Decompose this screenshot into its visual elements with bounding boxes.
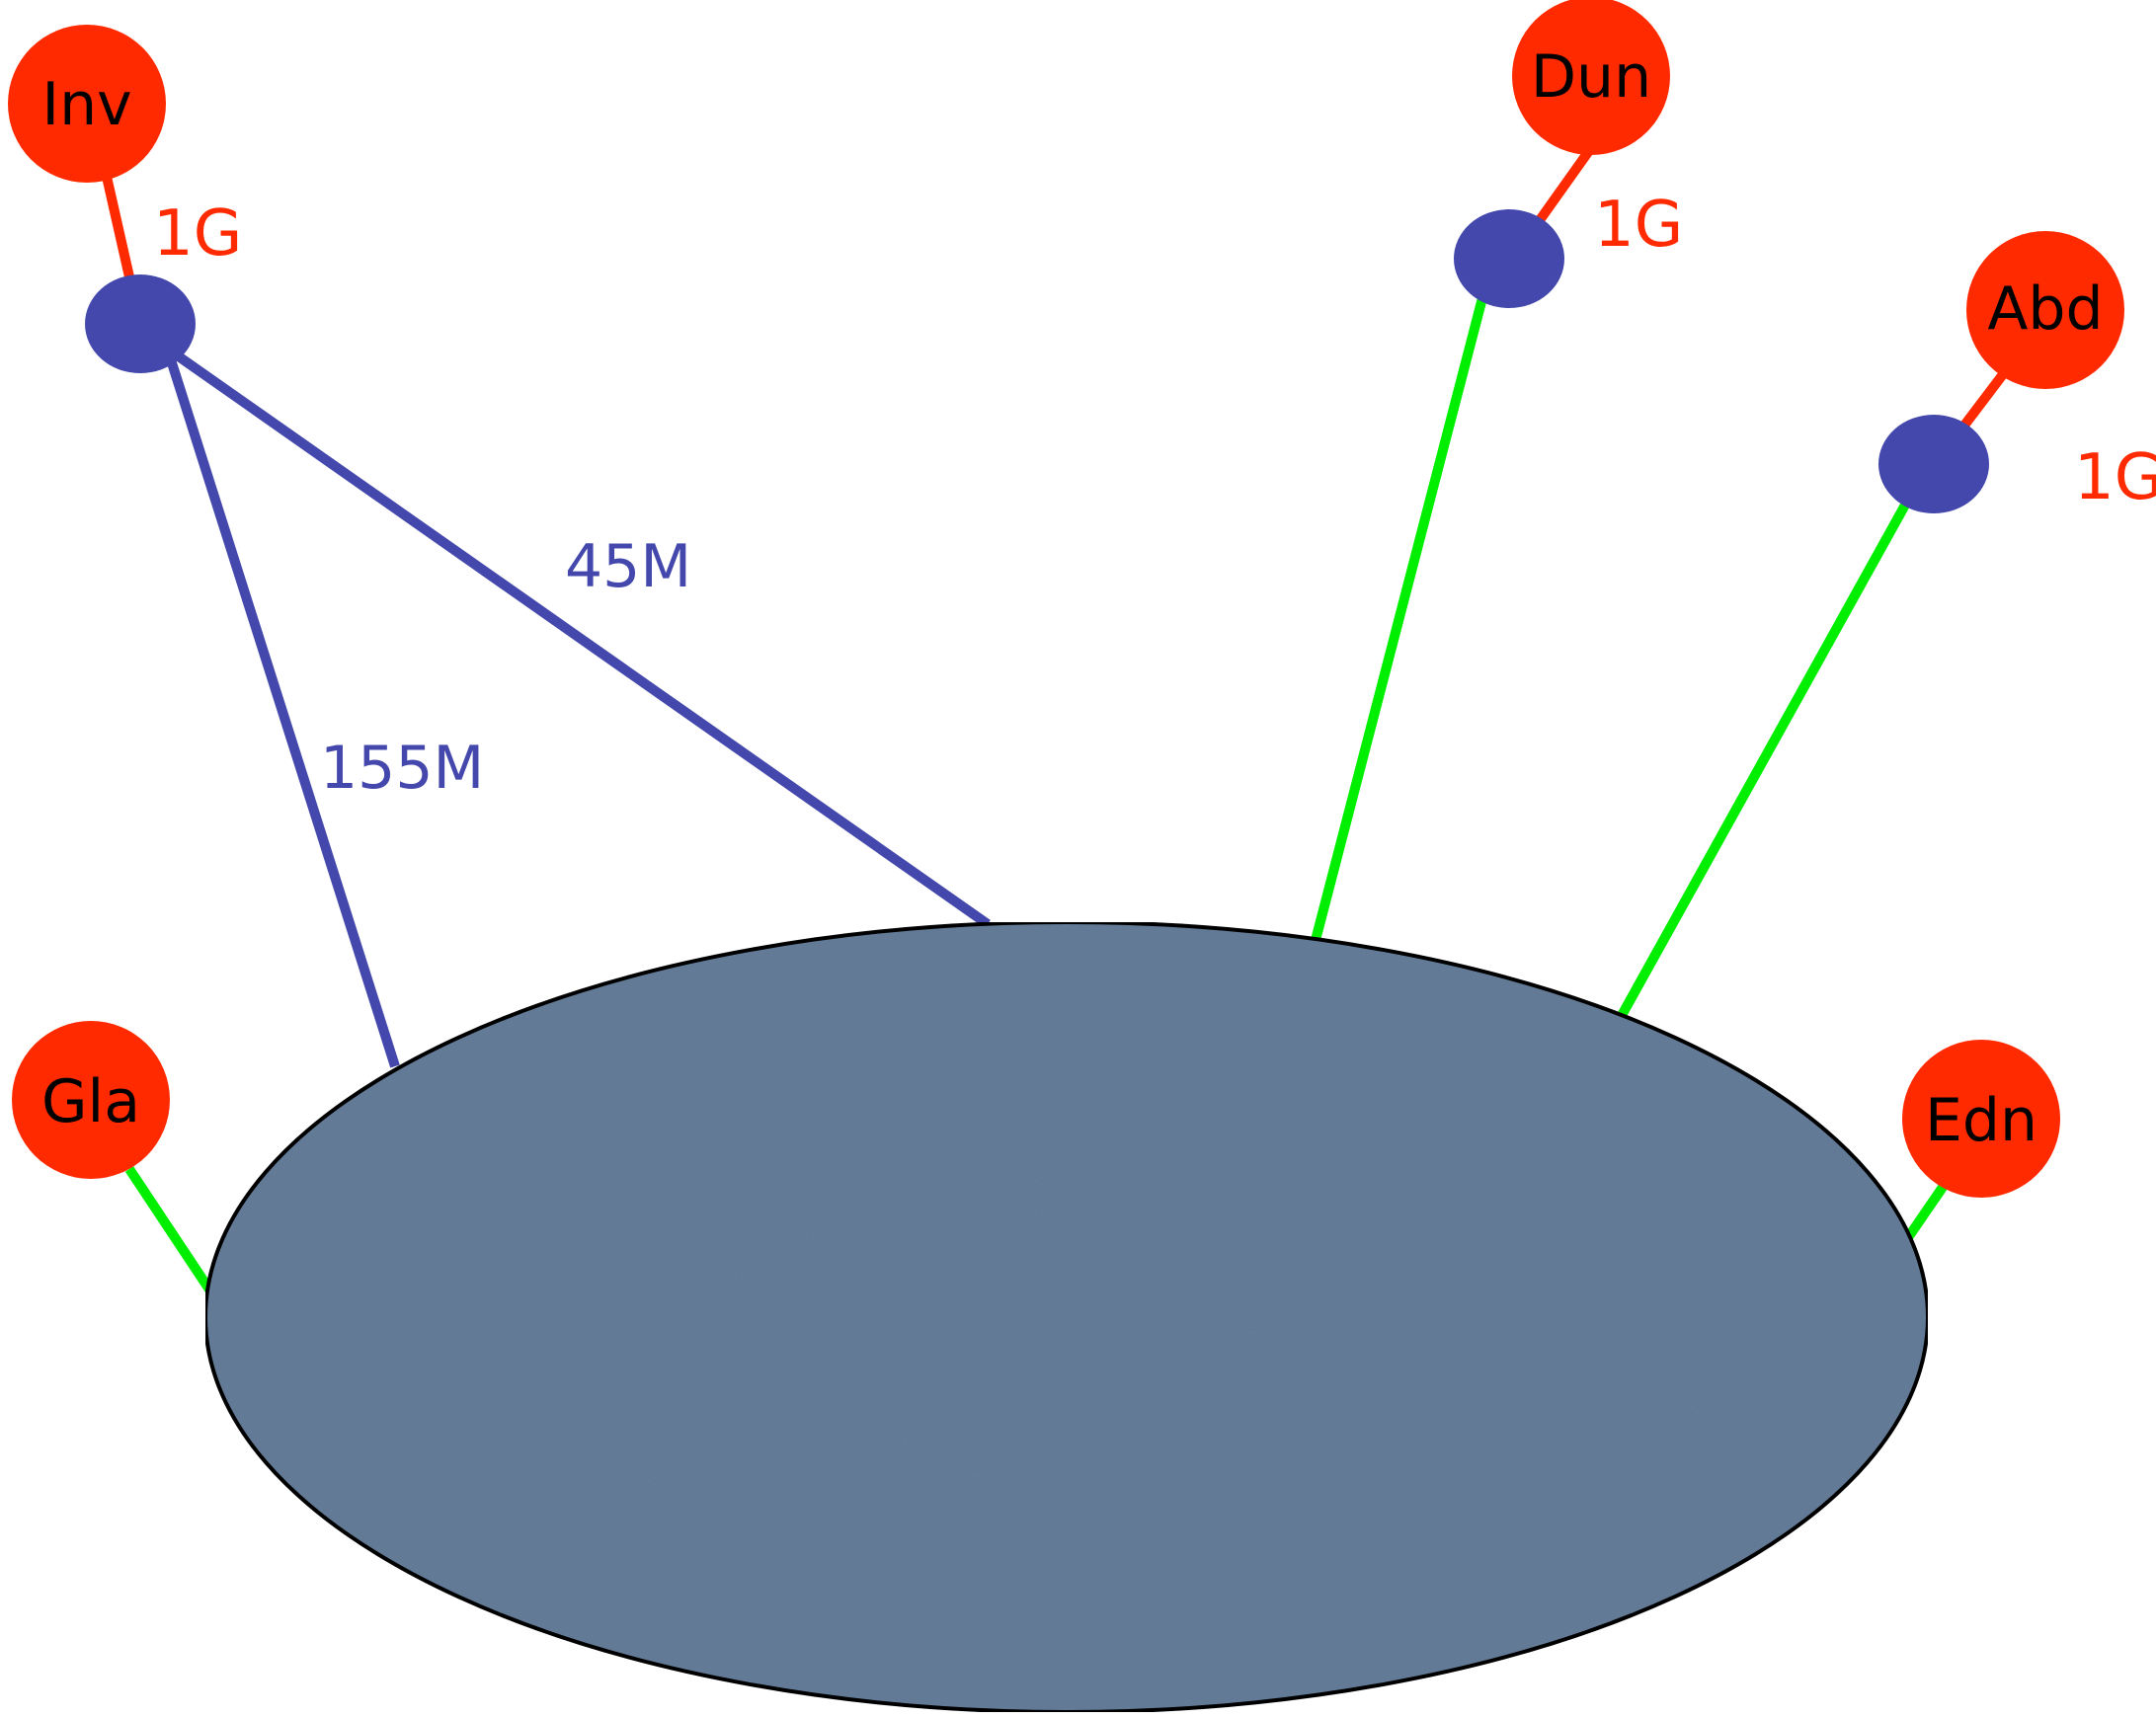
site-node-abd bbox=[1966, 231, 2124, 389]
router-node-inv bbox=[85, 274, 196, 373]
router-node-dun bbox=[1454, 209, 1564, 308]
site-label-gla: Gla bbox=[41, 1067, 140, 1136]
link-dun-router-to-cloud bbox=[1309, 292, 1488, 950]
link-inv-router-to-cloud-top bbox=[163, 343, 991, 929]
site-node-dun bbox=[1512, 0, 1670, 155]
site-label-abd: Abd bbox=[1987, 274, 2103, 344]
site-label-inv: Inv bbox=[41, 70, 131, 139]
router-node-abd bbox=[1878, 415, 1989, 513]
site-label-edn: Edn bbox=[1925, 1086, 2037, 1155]
link-gla-to-cloud bbox=[124, 1166, 214, 1292]
link-label-abd-uplink: 1G bbox=[2074, 441, 2156, 514]
site-node-inv bbox=[8, 25, 166, 183]
link-label-inv-uplink: 1G bbox=[153, 197, 242, 271]
link-abd-router-to-cloud bbox=[1605, 497, 1913, 1040]
link-inv-router-to-cloud-left bbox=[157, 330, 400, 1068]
link-label-dun-uplink: 1G bbox=[1594, 189, 1683, 262]
site-node-gla bbox=[12, 1021, 170, 1179]
site-node-edn bbox=[1902, 1040, 2060, 1198]
link-inv-to-router bbox=[100, 166, 135, 283]
site-label-dun: Dun bbox=[1531, 42, 1651, 112]
link-label-inv-to-cloud-top: 45M bbox=[565, 532, 691, 601]
network-cloud bbox=[203, 920, 1930, 1714]
link-label-inv-to-cloud-left: 155M bbox=[320, 734, 484, 803]
